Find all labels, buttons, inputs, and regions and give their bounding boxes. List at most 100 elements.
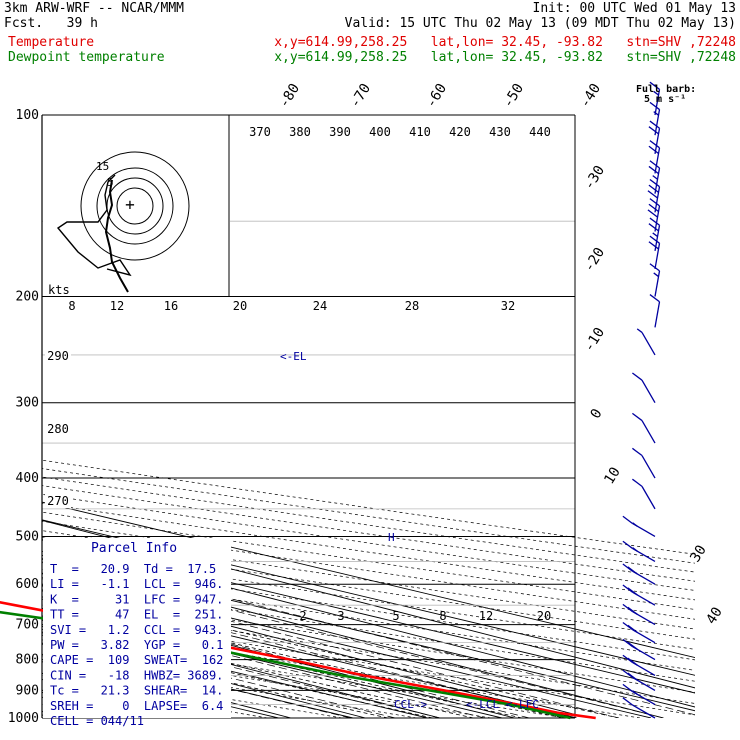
wind-barb-feather (649, 217, 660, 226)
temperature-tick-label: -20 (581, 245, 608, 275)
theta-label: 380 (289, 125, 311, 139)
barb-legend-title: Full barb: (636, 84, 697, 95)
dry-adiabat (42, 579, 695, 682)
speed-axis-label: 28 (405, 299, 419, 313)
wind-barb-shaft (641, 486, 656, 510)
pressure-label: 1000 (8, 711, 39, 726)
label-backing (45, 349, 71, 363)
hodograph-ring (116, 187, 154, 225)
dry-adiabat (42, 468, 695, 564)
wind-barb-feather (622, 654, 633, 663)
wind-barb-feather (622, 621, 633, 631)
wind-barb-shaft (641, 420, 656, 444)
wind-barb-shaft (641, 332, 656, 356)
wind-barb (649, 81, 661, 116)
wind-barb (649, 294, 661, 328)
wind-barb-feather (653, 90, 659, 96)
parcel-info-row: Tc = 21.3 SHEAR= 14. (50, 684, 223, 698)
dry-adiabat-label: 290 (47, 349, 69, 363)
isotherm (42, 519, 695, 689)
wind-barb-feather (648, 165, 659, 175)
barb-legend-units: 5 m s⁻¹ (644, 94, 687, 105)
wind-barb (622, 669, 656, 691)
wind-barb-feather (649, 160, 660, 169)
wind-barb-shaft (641, 455, 656, 479)
hodograph-ring-label: 15 (96, 160, 109, 173)
label-backing (45, 494, 71, 508)
mixing-ratio-label: 12 (479, 609, 493, 623)
wind-barb (648, 160, 661, 194)
pressure-label: 500 (16, 529, 39, 544)
wind-barb-feather (649, 294, 660, 303)
hodograph: +15 5 kts (43, 115, 230, 297)
wind-barb-shaft (654, 89, 661, 116)
wind-barb-feather (649, 178, 660, 188)
temperature-tick-label: -30 (581, 163, 608, 193)
wind-barb (622, 563, 656, 585)
wind-barb (648, 120, 661, 154)
dry-adiabat-label: 270 (47, 494, 69, 508)
dewpoint-profile (0, 610, 571, 720)
wind-barb (649, 101, 661, 136)
theta-label: 410 (409, 125, 431, 139)
wind-barb-feather (649, 263, 660, 272)
wind-barb (648, 235, 661, 270)
isotherm (42, 558, 664, 718)
temperature-tick-label: -10 (581, 325, 608, 355)
speed-axis-label: 24 (313, 299, 327, 313)
parcel-info-row: T = 20.9 Td = 17.5 (50, 562, 216, 576)
pressure-label: 300 (16, 396, 39, 411)
speed-axis-label: 12 (110, 299, 124, 313)
parcel-info-row: CIN = -18 HWBZ= 3689. (50, 668, 223, 682)
pressure-label: 200 (16, 290, 39, 305)
wind-barb-shaft (641, 379, 656, 404)
wind-barb-feather (649, 198, 660, 207)
wind-barb (622, 515, 656, 538)
theta-e-line (42, 519, 695, 676)
theta-label: 440 (529, 125, 551, 139)
theta-e-line (42, 537, 695, 694)
wind-barb (647, 198, 661, 232)
theta-label: 390 (329, 125, 351, 139)
temperature-tick-label: 10 (601, 464, 624, 487)
wind-barb-feather (627, 587, 638, 596)
moist-adiabat (42, 631, 396, 718)
parcel-info-title: Parcel Info (91, 541, 177, 556)
parcel-info-row: K = 31 LFC = 947. (50, 592, 223, 606)
wind-barb-feather (648, 223, 659, 232)
temperature-tick-label: -60 (423, 81, 450, 111)
wind-barb-shaft (654, 186, 661, 213)
wind-barb-feather (627, 566, 638, 575)
mixing-ratio-line (42, 585, 619, 718)
wind-barb-feather (622, 638, 633, 648)
wind-barb-shaft (654, 147, 661, 174)
theta-label: 430 (489, 125, 511, 139)
parcel-info-row: LI = -1.1 LCL = 946. (50, 577, 223, 591)
wind-barb-feather (653, 111, 659, 116)
hodograph-trace (56, 174, 132, 277)
theta-label: 370 (249, 125, 271, 139)
wind-barb-feather (649, 81, 660, 90)
wind-barb-feather (636, 328, 643, 333)
dry-adiabat-label: 280 (47, 422, 69, 436)
wind-barb-feather (632, 372, 643, 381)
mixing-ratio-label: 3 (337, 609, 344, 623)
pressure-label: 700 (16, 618, 39, 633)
wind-barb-feather (622, 584, 633, 593)
wind-barb-feather (648, 126, 659, 135)
hodograph-ring-label: 5 (107, 176, 114, 189)
wind-barb-feather (627, 624, 638, 634)
wind-barb-shaft (654, 270, 661, 297)
pressure-label: 600 (16, 577, 39, 592)
wind-barb-feather (648, 241, 659, 250)
mixing-ratio-label: 5 (392, 609, 399, 623)
pressure-label: 400 (16, 471, 39, 486)
forecast-hour: Fcst. 39 h (4, 16, 98, 31)
label-backing (45, 422, 71, 436)
temperature-tick-label: -50 (500, 81, 527, 111)
wind-barb (636, 328, 656, 356)
wind-barb (622, 683, 656, 706)
pressure-label: 800 (16, 653, 39, 668)
wind-barb-feather (648, 203, 659, 213)
